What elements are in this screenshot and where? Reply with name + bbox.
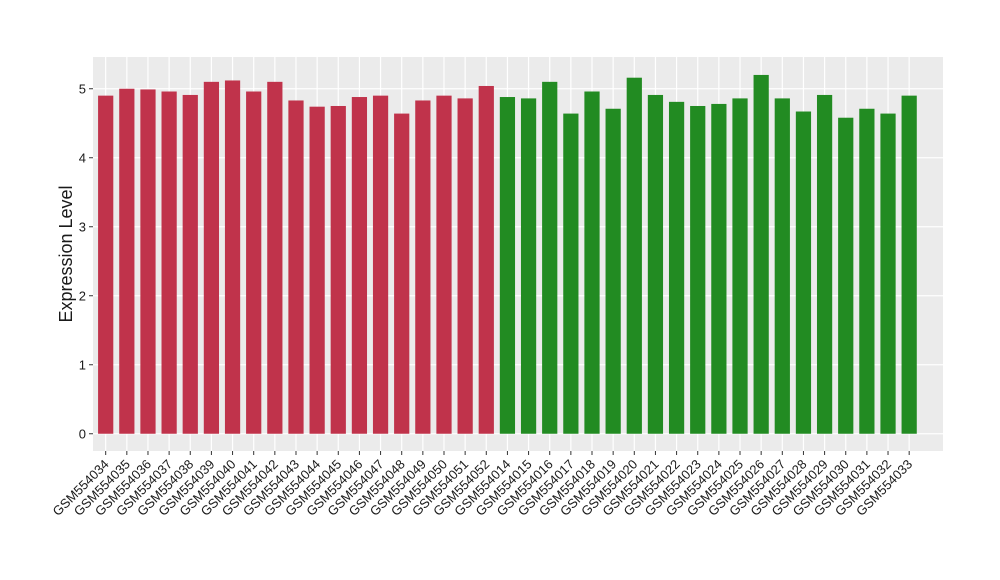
bar — [267, 81, 283, 434]
bar — [351, 97, 368, 434]
bar — [668, 101, 685, 434]
bar — [542, 81, 558, 434]
bar — [584, 91, 600, 434]
bar — [859, 108, 875, 434]
bar — [457, 98, 473, 434]
y-tick-label: 5 — [79, 82, 86, 97]
y-tick-label: 2 — [79, 289, 86, 304]
bar — [161, 91, 177, 434]
plot-panel — [93, 57, 943, 451]
bar — [288, 100, 304, 434]
bar — [499, 97, 516, 434]
bar — [605, 108, 621, 434]
bar — [415, 100, 431, 434]
bar — [98, 95, 114, 434]
bar — [816, 94, 833, 434]
bar — [520, 98, 537, 434]
bar — [182, 94, 198, 434]
bar — [774, 98, 790, 434]
bar — [795, 111, 812, 434]
bar — [330, 105, 346, 434]
bar — [838, 117, 854, 434]
bar — [732, 98, 748, 434]
bar — [246, 91, 262, 434]
bar — [753, 74, 769, 434]
bar — [626, 77, 642, 434]
bar — [119, 88, 135, 434]
y-tick-label: 1 — [79, 358, 86, 373]
y-tick-label: 3 — [79, 220, 86, 235]
bar — [203, 81, 220, 434]
bar — [394, 113, 410, 434]
bar — [563, 113, 579, 434]
bar — [901, 95, 917, 434]
bar — [690, 105, 706, 434]
bar — [478, 85, 494, 434]
bar — [711, 103, 727, 434]
bar — [647, 94, 664, 434]
bar — [880, 113, 896, 434]
y-tick-label: 4 — [79, 151, 86, 166]
y-axis-title: Expression Level — [56, 185, 76, 322]
bar — [436, 95, 452, 434]
y-tick-label: 0 — [79, 427, 86, 442]
bar — [140, 89, 156, 434]
bar — [224, 80, 241, 434]
bar — [372, 95, 389, 434]
bar — [309, 106, 325, 434]
